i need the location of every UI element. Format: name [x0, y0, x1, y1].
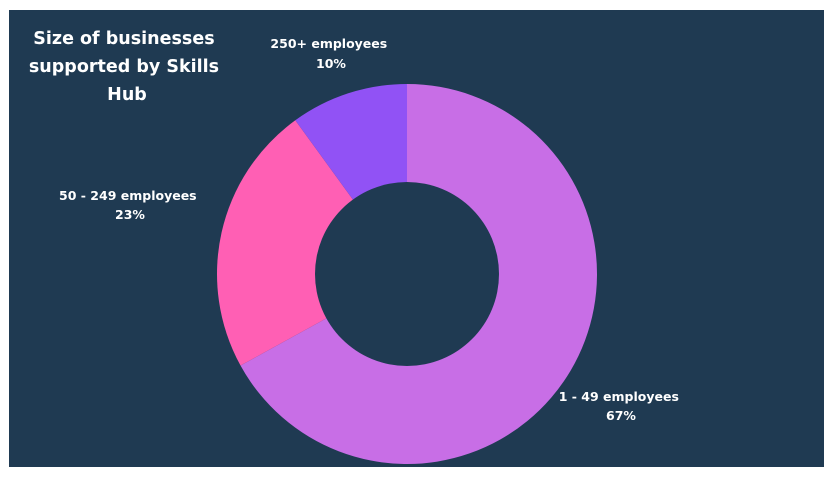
slice-label-50-249-category: 50 - 249 employees: [59, 188, 197, 203]
slice-label-1-49-category: 1 - 49 employees: [559, 389, 679, 404]
slice-label-250-plus-value: 10%: [316, 56, 346, 71]
chart-title-line-2: supported by Skills: [29, 57, 219, 77]
chart-canvas: Size of businesses supported by Skills H…: [29, 29, 684, 464]
chart-title-line-3: Hub: [107, 85, 147, 105]
donut-hole: [315, 182, 499, 366]
chart-title-line-1: Size of businesses: [33, 29, 214, 49]
slice-label-50-249-value: 23%: [115, 207, 145, 222]
chart-title: Size of businesses supported by Skills H…: [29, 29, 225, 105]
donut-chart: Size of businesses supported by Skills H…: [9, 10, 824, 467]
slice-label-50-249: 50 - 249 employees 23%: [59, 188, 201, 222]
slice-50-249-employees: [217, 120, 407, 366]
slice-label-250-plus-category: 250+ employees: [270, 36, 387, 51]
slice-label-1-49-value: 67%: [606, 408, 636, 423]
slice-label-1-49: 1 - 49 employees 67%: [559, 389, 684, 423]
slice-label-250-plus: 250+ employees 10%: [270, 36, 391, 71]
